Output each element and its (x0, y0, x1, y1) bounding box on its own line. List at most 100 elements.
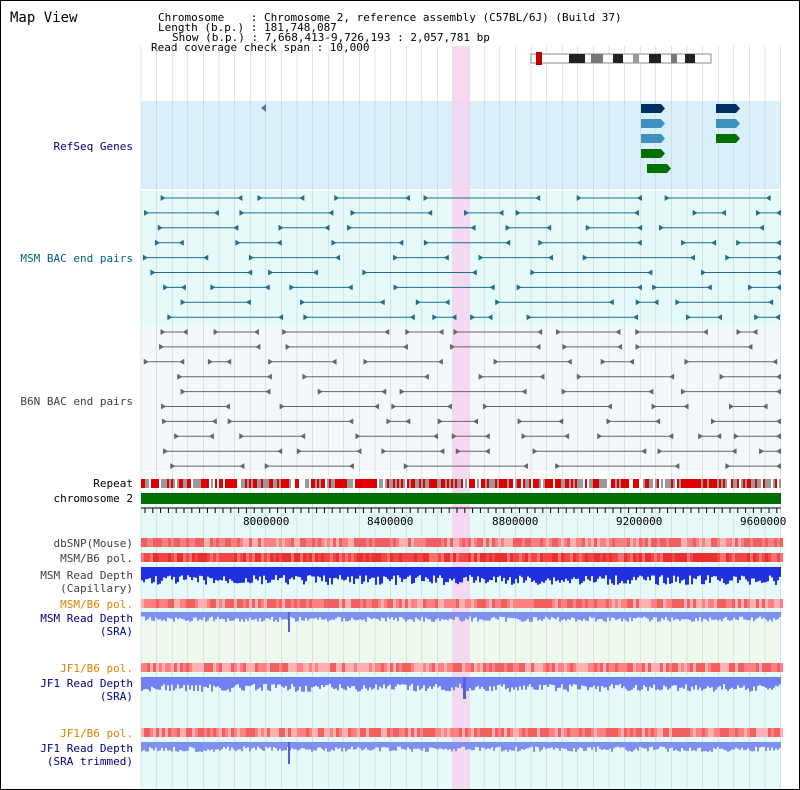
bac-end-marker (759, 224, 765, 231)
track-label-jf1-read-trim-sub: (SRA trimmed) (46, 755, 133, 768)
polymorphism-cell (663, 728, 666, 737)
read-depth-bar (323, 742, 325, 751)
bac-end-marker (162, 418, 168, 425)
track-label-msm-b6-pol-2[interactable]: MSM/B6 pol. (60, 598, 133, 611)
read-depth-bar (757, 567, 759, 582)
read-depth-bar (569, 742, 571, 752)
read-depth-bar (233, 567, 235, 583)
read-depth-bar (211, 677, 213, 692)
track-label-msm-bac[interactable]: MSM BAC end pairs (20, 252, 133, 265)
gene-glyph (661, 104, 665, 113)
read-depth-bar (253, 677, 255, 684)
polymorphism-cell (732, 663, 735, 672)
read-depth-bar (569, 612, 571, 620)
polymorphism-cell (375, 663, 378, 672)
polymorphism-cell (774, 663, 777, 672)
read-depth-bar (573, 677, 575, 685)
read-depth-bar (291, 677, 293, 684)
read-depth-bar (743, 567, 745, 577)
track-label-dbsnp[interactable]: dbSNP(Mouse) (53, 537, 133, 550)
polymorphism-cell (330, 663, 333, 672)
read-depth-bar (603, 742, 605, 750)
read-depth-bar (519, 567, 521, 576)
read-depth-bar (245, 742, 247, 749)
polymorphism-cell (315, 553, 318, 562)
polymorphism-cell (504, 553, 507, 562)
repeat-block (445, 479, 447, 488)
repeat-block (369, 479, 371, 488)
read-depth-bar (691, 742, 693, 751)
track-label-b6n-bac[interactable]: B6N BAC end pairs (20, 395, 133, 408)
polymorphism-cell (384, 538, 387, 547)
polymorphism-cell (771, 538, 774, 547)
track-label-jf1-read-trim[interactable]: JF1 Read Depth (40, 742, 133, 755)
track-label-chromosome[interactable]: chromosome 2 (53, 492, 133, 505)
read-depth-bar (533, 677, 535, 690)
bac-end-marker (335, 254, 341, 261)
read-depth-bar (765, 742, 767, 752)
repeat-block (487, 479, 489, 488)
polymorphism-cell (417, 553, 420, 562)
read-depth-bar (165, 742, 167, 749)
polymorphism-cell (270, 553, 273, 562)
polymorphism-cell (294, 538, 297, 547)
polymorphism-cell (738, 728, 741, 737)
read-depth-bar (195, 742, 197, 752)
repeat-block (755, 479, 757, 488)
read-depth-bar (333, 742, 335, 751)
polymorphism-cell (282, 553, 285, 562)
read-depth-bar (321, 742, 323, 749)
read-depth-bar (295, 567, 297, 576)
track-label-jf1-b6-pol[interactable]: JF1/B6 pol. (60, 662, 133, 675)
read-depth-bar (217, 677, 219, 687)
polymorphism-cell (369, 663, 372, 672)
polymorphism-cell (426, 553, 429, 562)
bac-end-marker (473, 418, 479, 425)
polymorphism-cell (228, 553, 231, 562)
repeat-block (547, 479, 549, 488)
read-depth-bar (225, 567, 227, 582)
read-depth-bar (299, 677, 301, 687)
bac-end-marker (548, 254, 554, 261)
polymorphism-cell (336, 728, 339, 737)
bac-end-marker (451, 433, 457, 440)
read-depth-bar (479, 567, 481, 583)
track-label-repeat[interactable]: Repeat (93, 477, 133, 490)
read-depth-bar (151, 677, 153, 687)
bac-end-marker (226, 358, 232, 365)
read-depth-bar (543, 677, 545, 686)
bac-end-marker (535, 195, 541, 201)
polymorphism-cell (399, 538, 402, 547)
read-depth-bar (173, 567, 175, 577)
polymorphism-cell (546, 663, 549, 672)
polymorphism-cell (576, 663, 579, 672)
track-label-jf1-b6-pol-2[interactable]: JF1/B6 pol. (60, 727, 133, 740)
polymorphism-cell (444, 728, 447, 737)
read-depth-bar (341, 567, 343, 580)
repeat-block (667, 479, 669, 488)
repeat-block (289, 479, 291, 488)
polymorphism-cell (642, 728, 645, 737)
read-depth-bar (585, 567, 587, 577)
track-label-msm-read-sra[interactable]: MSM Read Depth (40, 612, 133, 625)
read-depth-bar (497, 677, 499, 686)
read-depth-bar (341, 742, 343, 752)
bac-end-marker (711, 239, 717, 246)
polymorphism-cell (426, 599, 429, 608)
read-depth-bar (353, 677, 355, 687)
polymorphism-cell (669, 538, 672, 547)
track-label-msm-b6-pol[interactable]: MSM/B6 pol. (60, 552, 133, 565)
read-depth-bar (177, 677, 179, 685)
polymorphism-cell (315, 599, 318, 608)
polymorphism-cell (369, 538, 372, 547)
polymorphism-cell (435, 728, 438, 737)
track-label-msm-read-cap[interactable]: MSM Read Depth (40, 569, 133, 582)
polymorphism-cell (594, 728, 597, 737)
track-label-refseq[interactable]: RefSeq Genes (53, 140, 133, 153)
read-depth-bar (669, 567, 671, 584)
track-label-jf1-read-sra[interactable]: JF1 Read Depth (40, 677, 133, 690)
read-depth-bar (377, 742, 379, 748)
read-depth-bar (509, 612, 511, 618)
read-depth-bar (579, 612, 581, 620)
